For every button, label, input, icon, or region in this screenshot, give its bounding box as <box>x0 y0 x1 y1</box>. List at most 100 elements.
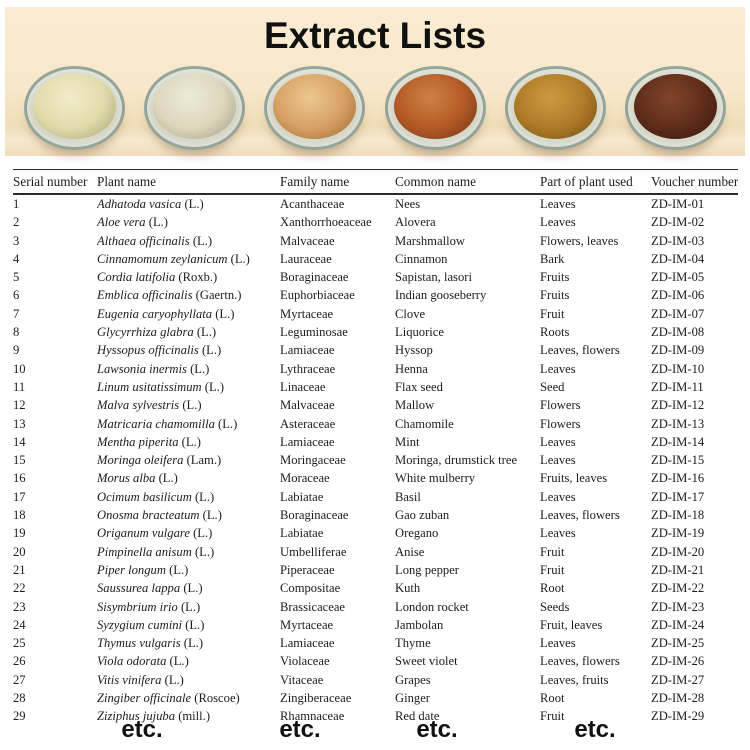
plant-cell: Cinnamomum zeylanicum (L.) <box>97 250 280 268</box>
authority: (L.) <box>204 379 225 394</box>
part-cell: Flowers <box>540 416 581 431</box>
table-row: 13 Matricaria chamomilla (L.) Asteraceae… <box>13 415 738 433</box>
scientific-name: Saussurea lappa <box>97 581 181 596</box>
plant-cell: Ziziphus jujuba (mill.) <box>97 707 280 725</box>
part-cell: Fruit <box>540 544 565 559</box>
voucher-cell: ZD-IM-27 <box>651 672 705 687</box>
plant-cell: Morus alba (L.) <box>97 469 280 487</box>
plant-cell: Piper longum (L.) <box>97 561 280 579</box>
voucher-cell: ZD-IM-16 <box>651 471 705 486</box>
voucher-cell: ZD-IM-11 <box>651 379 704 394</box>
part-cell: Leaves, flowers <box>540 343 620 358</box>
family-cell: Malvaceae <box>280 233 335 248</box>
authority: (L.) <box>169 562 189 577</box>
family-cell: Myrtaceae <box>280 306 334 321</box>
serial-cell: 24 <box>13 617 26 632</box>
authority: (L.) <box>215 306 235 321</box>
authority: (L.) <box>194 489 215 504</box>
extract-powder <box>633 74 717 139</box>
scientific-name: Zingiber officinale <box>97 691 192 706</box>
family-cell: Labiatae <box>280 526 324 541</box>
plant-cell: Moringa oleifera (Lam.) <box>97 451 280 469</box>
table-header: Serial number Plant name Family name Com… <box>13 169 738 195</box>
col-voucher-number: Voucher number <box>651 169 738 195</box>
part-cell: Flowers <box>540 398 581 413</box>
scientific-name: Hyssopus officinalis <box>97 343 199 358</box>
scientific-name: Sisymbrium irio <box>97 599 178 614</box>
family-cell: Leguminosae <box>280 325 348 340</box>
serial-cell: 5 <box>13 270 20 285</box>
serial-cell: 19 <box>13 526 26 541</box>
etc-label: etc. <box>121 716 163 743</box>
scientific-name: Emblica officinalis <box>97 288 193 303</box>
common-cell: London rocket <box>395 599 469 614</box>
serial-cell: 20 <box>13 544 26 559</box>
part-cell: Leaves <box>540 489 576 504</box>
common-cell: White mulberry <box>395 471 476 486</box>
voucher-cell: ZD-IM-06 <box>651 288 705 303</box>
table-row: 5 Cordia latifolia (Roxb.) Boraginaceae … <box>13 268 738 286</box>
plant-cell: Ocimum basilicum (L.) <box>97 488 280 506</box>
table-row: 27 Vitis vinifera (L.) Vitaceae Grapes L… <box>13 671 738 689</box>
col-plant-name: Plant name <box>97 169 280 195</box>
col-serial-number: Serial number <box>13 169 97 195</box>
family-cell: Linaceae <box>280 379 326 394</box>
part-cell: Leaves <box>540 526 576 541</box>
part-cell: Fruit, leaves <box>540 617 603 632</box>
extract-powder <box>33 74 117 139</box>
scientific-name: Syzygium cumini <box>97 617 182 632</box>
serial-cell: 4 <box>13 251 20 266</box>
common-cell: Marshmallow <box>395 233 465 248</box>
etc-label: etc. <box>416 716 458 743</box>
part-cell: Leaves <box>540 197 576 211</box>
part-cell: Leaves, flowers <box>540 654 620 669</box>
scientific-name: Althaea officinalis <box>97 233 190 248</box>
part-cell: Flowers, leaves <box>540 233 619 248</box>
serial-cell: 9 <box>13 343 20 358</box>
authority: (L.) <box>185 617 205 632</box>
voucher-cell: ZD-IM-10 <box>651 361 705 376</box>
table-row: 20 Pimpinella anisum (L.) Umbelliferae A… <box>13 543 738 561</box>
table-row: 2 Aloe vera (L.) Xanthorrhoeaceae Alover… <box>13 213 738 231</box>
authority: (L.) <box>194 544 215 559</box>
scientific-name: Cinnamomum zeylanicum <box>97 251 228 266</box>
plant-cell: Thymus vulgaris (L.) <box>97 634 280 652</box>
voucher-cell: ZD-IM-07 <box>651 306 705 321</box>
voucher-cell: ZD-IM-22 <box>651 581 705 596</box>
serial-cell: 22 <box>13 581 26 596</box>
scientific-name: Lawsonia inermis <box>97 361 187 376</box>
serial-cell: 16 <box>13 471 26 486</box>
petri-dish <box>624 66 726 150</box>
authority: (L.) <box>180 599 201 614</box>
authority: (L.) <box>230 251 250 266</box>
scientific-name: Eugenia caryophyllata <box>97 306 213 321</box>
table-row: 15 Moringa oleifera (Lam.) Moringaceae M… <box>13 451 738 469</box>
col-common-name: Common name <box>395 169 540 195</box>
scientific-name: Cordia latifolia <box>97 270 176 285</box>
voucher-cell: ZD-IM-24 <box>651 617 705 632</box>
authority: (L.) <box>202 508 222 523</box>
part-cell: Fruits <box>540 288 570 303</box>
petri-dish <box>144 66 246 150</box>
plant-cell: Syzygium cumini (L.) <box>97 616 280 634</box>
family-cell: Piperaceae <box>280 562 335 577</box>
common-cell: Hyssop <box>395 343 433 358</box>
etc-label: etc. <box>279 716 321 743</box>
serial-cell: 11 <box>13 379 26 394</box>
authority: (Gaertn.) <box>195 288 242 303</box>
voucher-cell: ZD-IM-23 <box>651 599 705 614</box>
etc-label: etc. <box>574 716 616 743</box>
scientific-name: Mentha piperita <box>97 434 179 449</box>
common-cell: Basil <box>395 489 421 504</box>
common-cell: Mallow <box>395 398 435 413</box>
voucher-cell: ZD-IM-09 <box>651 343 705 358</box>
authority: (L.) <box>190 361 210 376</box>
part-cell: Seed <box>540 379 565 394</box>
family-cell: Lamiaceae <box>280 434 335 449</box>
common-cell: Mint <box>395 434 420 449</box>
family-cell: Lamiaceae <box>280 636 335 651</box>
scientific-name: Morus alba <box>97 471 156 486</box>
table-body: 1 Adhatoda vasica (L.) Acanthaceae Nees … <box>13 194 738 726</box>
table-row: 23 Sisymbrium irio (L.) Brassicaceae Lon… <box>13 598 738 616</box>
table-row: 29 Ziziphus jujuba (mill.) Rhamnaceae Re… <box>13 707 738 725</box>
